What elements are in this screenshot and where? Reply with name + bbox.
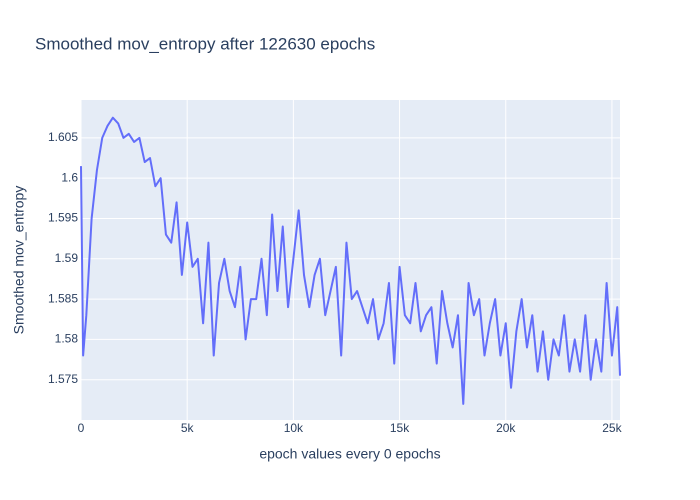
- y-tick-label: 1.605: [48, 130, 78, 144]
- chart-title: Smoothed mov_entropy after 122630 epochs: [35, 34, 375, 53]
- y-tick-label: 1.58: [55, 332, 79, 346]
- x-tick-label: 5k: [181, 421, 195, 435]
- x-tick-label: 0: [78, 421, 85, 435]
- line-series: [80, 116, 621, 405]
- x-tick-label: 25k: [602, 421, 622, 435]
- x-tick-label: 15k: [390, 421, 410, 435]
- y-tick-label: 1.595: [48, 211, 78, 225]
- y-tick-label: 1.59: [55, 251, 79, 265]
- y-tick-label: 1.585: [48, 291, 78, 305]
- x-axis-title: epoch values every 0 epochs: [259, 446, 440, 462]
- y-tick-label: 1.6: [61, 170, 78, 184]
- x-tick-label: 20k: [496, 421, 516, 435]
- plot-area: [81, 100, 620, 420]
- y-axis-title: Smoothed mov_entropy: [11, 186, 27, 335]
- y-tick-label: 1.575: [48, 372, 78, 386]
- x-tick-label: 10k: [284, 421, 304, 435]
